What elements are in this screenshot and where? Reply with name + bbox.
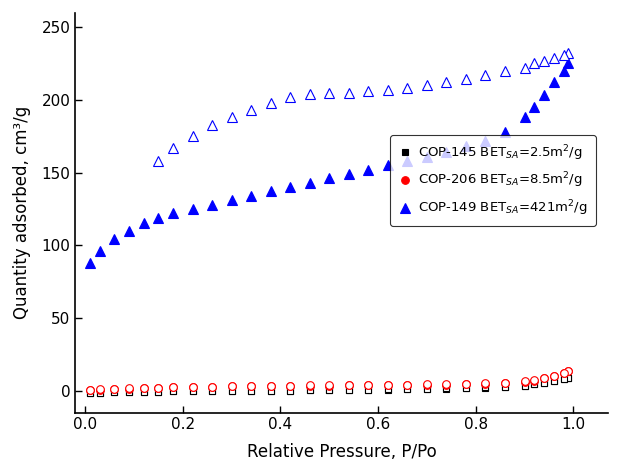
COP-206 BET$_{SA}$=8.5m$^2$/g: [140, 385, 148, 391]
COP-149 BET$_{SA}$=421m$^2$/g: [560, 68, 567, 73]
COP-206 BET$_{SA}$=8.5m$^2$/g: [550, 374, 557, 379]
COP-145 BET$_{SA}$=2.5m$^2$/g: [125, 389, 133, 395]
COP-206 BET$_{SA}$=8.5m$^2$/g: [125, 386, 133, 392]
COP-149 BET$_{SA}$=421m$^2$/g: [521, 114, 528, 120]
COP-145 BET$_{SA}$=2.5m$^2$/g: [208, 388, 216, 394]
COP-145 BET$_{SA}$=2.5m$^2$/g: [462, 385, 469, 391]
COP-145 BET$_{SA}$=2.5m$^2$/g: [111, 390, 118, 395]
COP-149 BET$_{SA}$=421m$^2$/g: [306, 180, 313, 185]
COP-149 BET$_{SA}$=421m$^2$/g: [423, 154, 430, 159]
COP-149 BET$_{SA}$=421m$^2$/g: [462, 144, 469, 149]
COP-206 BET$_{SA}$=8.5m$^2$/g: [326, 383, 333, 389]
Line: COP-206 BET$_{SA}$=8.5m$^2$/g: COP-206 BET$_{SA}$=8.5m$^2$/g: [86, 367, 572, 394]
COP-145 BET$_{SA}$=2.5m$^2$/g: [306, 388, 313, 393]
COP-206 BET$_{SA}$=8.5m$^2$/g: [228, 383, 236, 389]
COP-149 BET$_{SA}$=421m$^2$/g: [565, 61, 572, 66]
COP-149 BET$_{SA}$=421m$^2$/g: [189, 206, 197, 212]
COP-145 BET$_{SA}$=2.5m$^2$/g: [384, 387, 391, 392]
COP-149 BET$_{SA}$=421m$^2$/g: [208, 201, 216, 207]
COP-206 BET$_{SA}$=8.5m$^2$/g: [560, 370, 567, 376]
COP-149 BET$_{SA}$=421m$^2$/g: [140, 220, 148, 226]
COP-145 BET$_{SA}$=2.5m$^2$/g: [154, 389, 162, 394]
COP-145 BET$_{SA}$=2.5m$^2$/g: [365, 387, 372, 392]
COP-149 BET$_{SA}$=421m$^2$/g: [228, 197, 236, 203]
COP-206 BET$_{SA}$=8.5m$^2$/g: [462, 382, 469, 387]
Line: COP-145 BET$_{SA}$=2.5m$^2$/g: COP-145 BET$_{SA}$=2.5m$^2$/g: [87, 374, 572, 396]
COP-145 BET$_{SA}$=2.5m$^2$/g: [423, 386, 430, 392]
COP-149 BET$_{SA}$=421m$^2$/g: [154, 215, 162, 220]
COP-149 BET$_{SA}$=421m$^2$/g: [326, 175, 333, 181]
COP-145 BET$_{SA}$=2.5m$^2$/g: [247, 388, 255, 394]
COP-145 BET$_{SA}$=2.5m$^2$/g: [345, 387, 352, 393]
COP-149 BET$_{SA}$=421m$^2$/g: [540, 92, 547, 98]
COP-206 BET$_{SA}$=8.5m$^2$/g: [306, 383, 313, 389]
COP-145 BET$_{SA}$=2.5m$^2$/g: [169, 389, 177, 394]
COP-149 BET$_{SA}$=421m$^2$/g: [111, 237, 118, 242]
COP-145 BET$_{SA}$=2.5m$^2$/g: [482, 385, 489, 391]
COP-145 BET$_{SA}$=2.5m$^2$/g: [531, 381, 538, 387]
COP-149 BET$_{SA}$=421m$^2$/g: [404, 158, 411, 164]
COP-149 BET$_{SA}$=421m$^2$/g: [501, 129, 508, 135]
Line: COP-149 BET$_{SA}$=421m$^2$/g: COP-149 BET$_{SA}$=421m$^2$/g: [85, 59, 574, 267]
COP-206 BET$_{SA}$=8.5m$^2$/g: [521, 379, 528, 385]
COP-149 BET$_{SA}$=421m$^2$/g: [550, 80, 557, 85]
X-axis label: Relative Pressure, P/Po: Relative Pressure, P/Po: [247, 444, 436, 462]
COP-145 BET$_{SA}$=2.5m$^2$/g: [140, 389, 148, 394]
COP-206 BET$_{SA}$=8.5m$^2$/g: [169, 384, 177, 390]
COP-145 BET$_{SA}$=2.5m$^2$/g: [540, 380, 547, 385]
COP-145 BET$_{SA}$=2.5m$^2$/g: [560, 376, 567, 382]
COP-149 BET$_{SA}$=421m$^2$/g: [443, 149, 450, 155]
COP-145 BET$_{SA}$=2.5m$^2$/g: [286, 388, 294, 393]
COP-149 BET$_{SA}$=421m$^2$/g: [125, 228, 133, 234]
COP-149 BET$_{SA}$=421m$^2$/g: [365, 167, 372, 173]
Legend: COP-145 BET$_{SA}$=2.5m$^2$/g, COP-206 BET$_{SA}$=8.5m$^2$/g, COP-149 BET$_{SA}$: COP-145 BET$_{SA}$=2.5m$^2$/g, COP-206 B…: [391, 135, 596, 226]
COP-145 BET$_{SA}$=2.5m$^2$/g: [228, 388, 236, 394]
COP-206 BET$_{SA}$=8.5m$^2$/g: [423, 382, 430, 388]
COP-206 BET$_{SA}$=8.5m$^2$/g: [267, 383, 275, 389]
COP-145 BET$_{SA}$=2.5m$^2$/g: [267, 388, 275, 393]
COP-206 BET$_{SA}$=8.5m$^2$/g: [86, 387, 94, 393]
COP-149 BET$_{SA}$=421m$^2$/g: [247, 193, 255, 199]
COP-206 BET$_{SA}$=8.5m$^2$/g: [96, 387, 104, 392]
COP-206 BET$_{SA}$=8.5m$^2$/g: [501, 381, 508, 386]
COP-206 BET$_{SA}$=8.5m$^2$/g: [482, 381, 489, 387]
COP-149 BET$_{SA}$=421m$^2$/g: [96, 248, 104, 254]
COP-149 BET$_{SA}$=421m$^2$/g: [531, 104, 538, 110]
COP-206 BET$_{SA}$=8.5m$^2$/g: [111, 386, 118, 392]
COP-206 BET$_{SA}$=8.5m$^2$/g: [247, 383, 255, 389]
COP-149 BET$_{SA}$=421m$^2$/g: [169, 210, 177, 216]
COP-145 BET$_{SA}$=2.5m$^2$/g: [443, 386, 450, 392]
COP-145 BET$_{SA}$=2.5m$^2$/g: [521, 383, 528, 389]
COP-145 BET$_{SA}$=2.5m$^2$/g: [96, 390, 104, 395]
COP-206 BET$_{SA}$=8.5m$^2$/g: [404, 382, 411, 388]
COP-206 BET$_{SA}$=8.5m$^2$/g: [384, 383, 391, 388]
COP-206 BET$_{SA}$=8.5m$^2$/g: [443, 382, 450, 387]
COP-149 BET$_{SA}$=421m$^2$/g: [286, 184, 294, 190]
COP-206 BET$_{SA}$=8.5m$^2$/g: [286, 383, 294, 389]
COP-206 BET$_{SA}$=8.5m$^2$/g: [345, 383, 352, 388]
COP-145 BET$_{SA}$=2.5m$^2$/g: [404, 386, 411, 392]
COP-149 BET$_{SA}$=421m$^2$/g: [267, 189, 275, 194]
COP-145 BET$_{SA}$=2.5m$^2$/g: [326, 387, 333, 393]
COP-149 BET$_{SA}$=421m$^2$/g: [345, 171, 352, 177]
COP-145 BET$_{SA}$=2.5m$^2$/g: [550, 378, 557, 384]
COP-206 BET$_{SA}$=8.5m$^2$/g: [531, 378, 538, 383]
COP-206 BET$_{SA}$=8.5m$^2$/g: [154, 385, 162, 391]
COP-206 BET$_{SA}$=8.5m$^2$/g: [565, 368, 572, 374]
COP-145 BET$_{SA}$=2.5m$^2$/g: [86, 390, 94, 396]
COP-206 BET$_{SA}$=8.5m$^2$/g: [208, 384, 216, 390]
COP-149 BET$_{SA}$=421m$^2$/g: [482, 137, 489, 143]
COP-145 BET$_{SA}$=2.5m$^2$/g: [565, 375, 572, 381]
COP-145 BET$_{SA}$=2.5m$^2$/g: [501, 384, 508, 390]
COP-149 BET$_{SA}$=421m$^2$/g: [384, 163, 391, 168]
COP-206 BET$_{SA}$=8.5m$^2$/g: [540, 375, 547, 381]
Y-axis label: Quantity adsorbed, cm³/g: Quantity adsorbed, cm³/g: [12, 106, 30, 319]
COP-206 BET$_{SA}$=8.5m$^2$/g: [365, 383, 372, 388]
COP-149 BET$_{SA}$=421m$^2$/g: [86, 260, 94, 265]
COP-145 BET$_{SA}$=2.5m$^2$/g: [189, 389, 197, 394]
COP-206 BET$_{SA}$=8.5m$^2$/g: [189, 384, 197, 390]
